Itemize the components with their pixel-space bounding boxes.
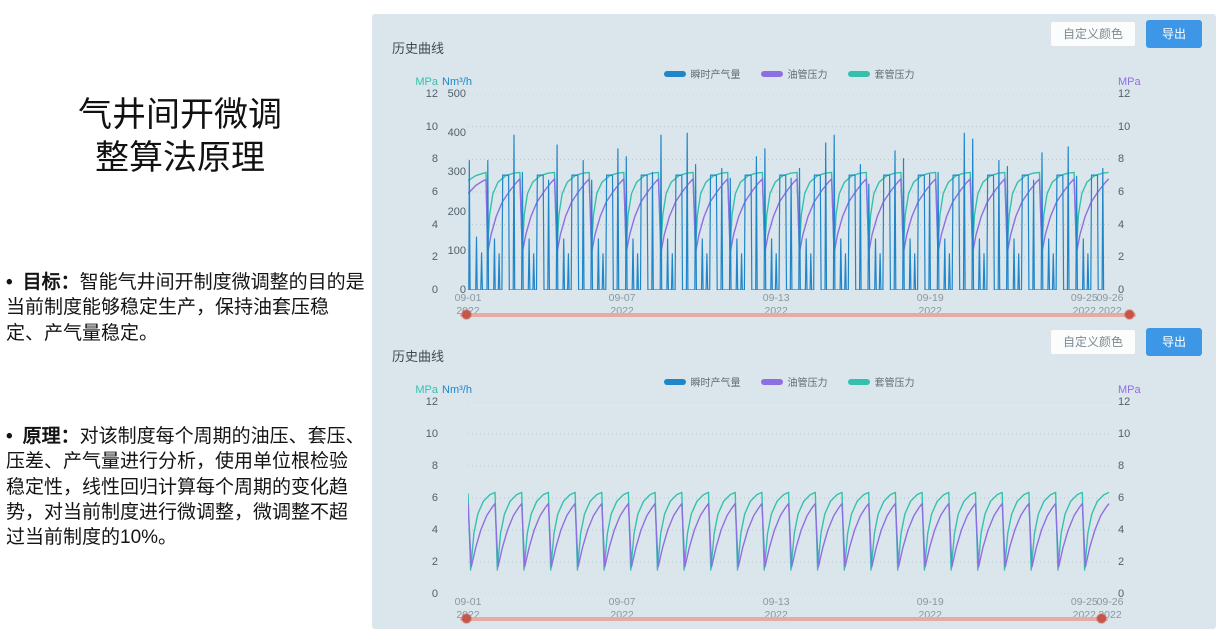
y-axis-nm xyxy=(442,402,466,594)
plot-area xyxy=(468,402,1110,594)
chart-title: 历史曲线 xyxy=(392,41,445,56)
bullet-marker: • xyxy=(6,426,13,447)
slider-handle-left[interactable] xyxy=(462,310,471,319)
y-axis-unit-mpa-left: MPa xyxy=(415,384,438,396)
chart-card-top: 历史曲线 自定义颜色 导出 瞬时产气量 油管压力 套管压力 MPa Nm³/h MP… xyxy=(372,14,1216,322)
slide-text-panel: 气井间开微调 整算法原理 • 目标：智能气井间开制度微调整的目的是当前制度能够稳定… xyxy=(0,0,372,629)
slide-title-line2: 整算法原理 xyxy=(95,139,265,177)
legend-label-gas: 瞬时产气量 xyxy=(690,70,741,81)
series-油管压力 xyxy=(468,178,1110,254)
y-axis-mpa-right: 0 2 4 6 8 10 12 xyxy=(1118,88,1131,296)
series-瞬时产气量 xyxy=(468,132,1105,290)
legend-label-tubing: 油管压力 xyxy=(787,70,828,81)
legend-swatch-tubing xyxy=(760,70,783,77)
export-button[interactable]: 导出 xyxy=(1145,328,1202,356)
data-zoom-slider[interactable] xyxy=(460,310,1136,320)
legend-swatch-gas xyxy=(663,70,686,77)
y-axis-unit-nm: Nm³/h xyxy=(442,384,472,396)
chart-card-bottom: 历史曲线 自定义颜色 导出 瞬时产气量 油管压力 套管压力 MPa Nm³/h MP… xyxy=(372,322,1216,629)
legend-item-casing[interactable]: 套管压力 xyxy=(847,66,915,81)
legend-item-tubing[interactable]: 油管压力 xyxy=(760,66,828,81)
slide-title: 气井间开微调 整算法原理 xyxy=(10,95,350,180)
legend-swatch-casing xyxy=(847,378,870,385)
legend-item-tubing[interactable]: 油管压力 xyxy=(760,374,828,389)
y-axis-unit-nm: Nm³/h xyxy=(442,76,472,88)
legend-item-gas[interactable]: 瞬时产气量 xyxy=(663,374,741,389)
series-套管压力 xyxy=(468,491,1110,571)
data-zoom-slider[interactable] xyxy=(460,614,1108,624)
chart-toolbar: 自定义颜色 导出 xyxy=(1049,328,1202,356)
slider-handle-right[interactable] xyxy=(1125,310,1134,319)
bullet-principle: • 原理：对该制度每个周期的油压、套压、压差、产气量进行分析，使用单位根检验稳定性… xyxy=(6,424,366,550)
bullet-principle-text: 对该制度每个周期的油压、套压、压差、产气量进行分析，使用单位根检验稳定性，线性回… xyxy=(6,426,365,549)
legend-swatch-gas xyxy=(663,378,686,385)
y-axis-nm: 0 100 200 300 400 500 xyxy=(447,88,466,296)
chart-title: 历史曲线 xyxy=(392,349,445,364)
slider-track[interactable] xyxy=(460,617,1108,621)
bullet-goal: • 目标：智能气井间开制度微调整的目的是当前制度能够稳定生产，保持油套压稳定、产气… xyxy=(6,270,366,346)
legend-item-gas[interactable]: 瞬时产气量 xyxy=(663,66,741,81)
chart-legend: 瞬时产气量 油管压力 套管压力 xyxy=(468,374,1110,389)
y-axis-unit-mpa-left: MPa xyxy=(415,76,438,88)
legend-label-casing: 套管压力 xyxy=(874,70,915,81)
bullet-principle-label: 原理： xyxy=(22,426,80,447)
slider-handle-right[interactable] xyxy=(1097,614,1106,623)
series-油管压力 xyxy=(468,502,1110,568)
y-axis-mpa-right: 0 2 4 6 8 10 12 xyxy=(1118,396,1131,600)
bullet-goal-label: 目标： xyxy=(22,272,80,293)
legend-item-casing[interactable]: 套管压力 xyxy=(847,374,915,389)
bullet-goal-text: 智能气井间开制度微调整的目的是当前制度能够稳定生产，保持油套压稳定、产气量稳定。 xyxy=(6,272,365,344)
legend-label-tubing: 油管压力 xyxy=(787,378,828,389)
y-axis-mpa-left: 0 2 4 6 8 10 12 xyxy=(425,88,438,296)
series-套管压力 xyxy=(468,171,1109,252)
plot-svg xyxy=(468,94,1110,290)
legend-label-gas: 瞬时产气量 xyxy=(690,378,741,389)
chart-toolbar: 自定义颜色 导出 xyxy=(1049,20,1202,48)
customize-color-button[interactable]: 自定义颜色 xyxy=(1049,21,1136,47)
y-axis-mpa-left: 0 2 4 6 8 10 12 xyxy=(425,396,438,600)
slider-handle-left[interactable] xyxy=(462,614,471,623)
legend-swatch-tubing xyxy=(760,378,783,385)
plot-svg xyxy=(468,402,1110,594)
legend-swatch-casing xyxy=(847,70,870,77)
legend-label-casing: 套管压力 xyxy=(874,378,915,389)
chart-legend: 瞬时产气量 油管压力 套管压力 xyxy=(468,66,1110,81)
bullet-marker: • xyxy=(6,272,13,293)
slide-title-line1: 气井间开微调 xyxy=(78,97,282,134)
y-axis-unit-mpa-right: MPa xyxy=(1118,76,1141,88)
plot-area xyxy=(468,94,1110,290)
export-button[interactable]: 导出 xyxy=(1145,20,1202,48)
slider-track[interactable] xyxy=(460,313,1136,317)
y-axis-unit-mpa-right: MPa xyxy=(1118,384,1141,396)
customize-color-button[interactable]: 自定义颜色 xyxy=(1049,329,1136,355)
history-panel: 历史曲线 自定义颜色 导出 瞬时产气量 油管压力 套管压力 MPa Nm³/h MP… xyxy=(372,14,1216,629)
